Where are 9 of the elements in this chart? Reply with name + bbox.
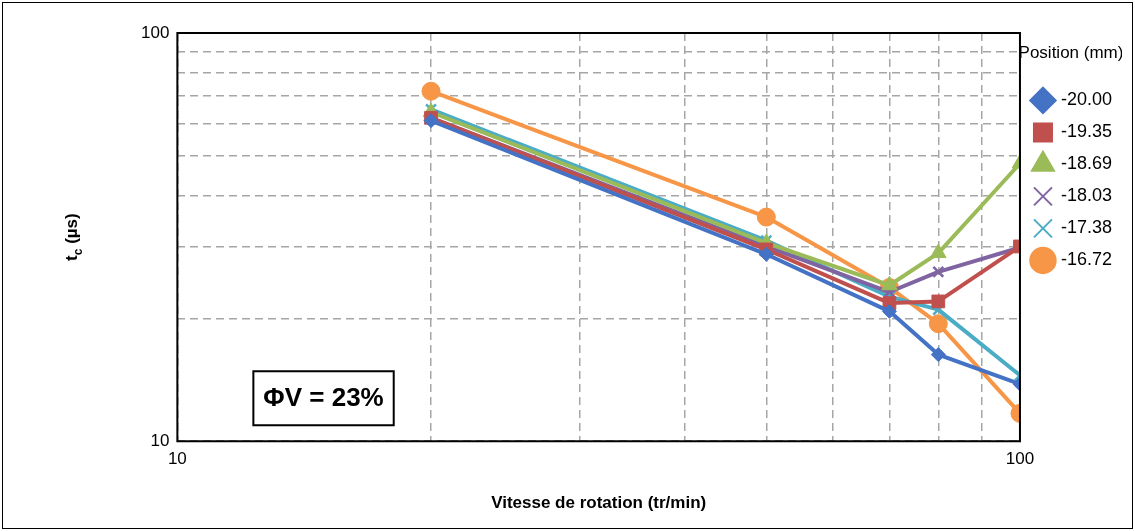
legend-label: -19.35	[1060, 121, 1113, 142]
legend-label: -17.38	[1060, 217, 1113, 238]
legend-label: -16.72	[1060, 249, 1113, 270]
y-axis-title: tc (µs)	[62, 213, 86, 261]
annotation: ΦV = 23%	[263, 382, 384, 413]
legend-label: -18.69	[1060, 153, 1113, 174]
legend-label: -20.00	[1060, 89, 1113, 110]
x-axis-title: Vitesse de rotation (tr/min)	[491, 493, 707, 513]
legend-label: -18.03	[1060, 185, 1113, 206]
